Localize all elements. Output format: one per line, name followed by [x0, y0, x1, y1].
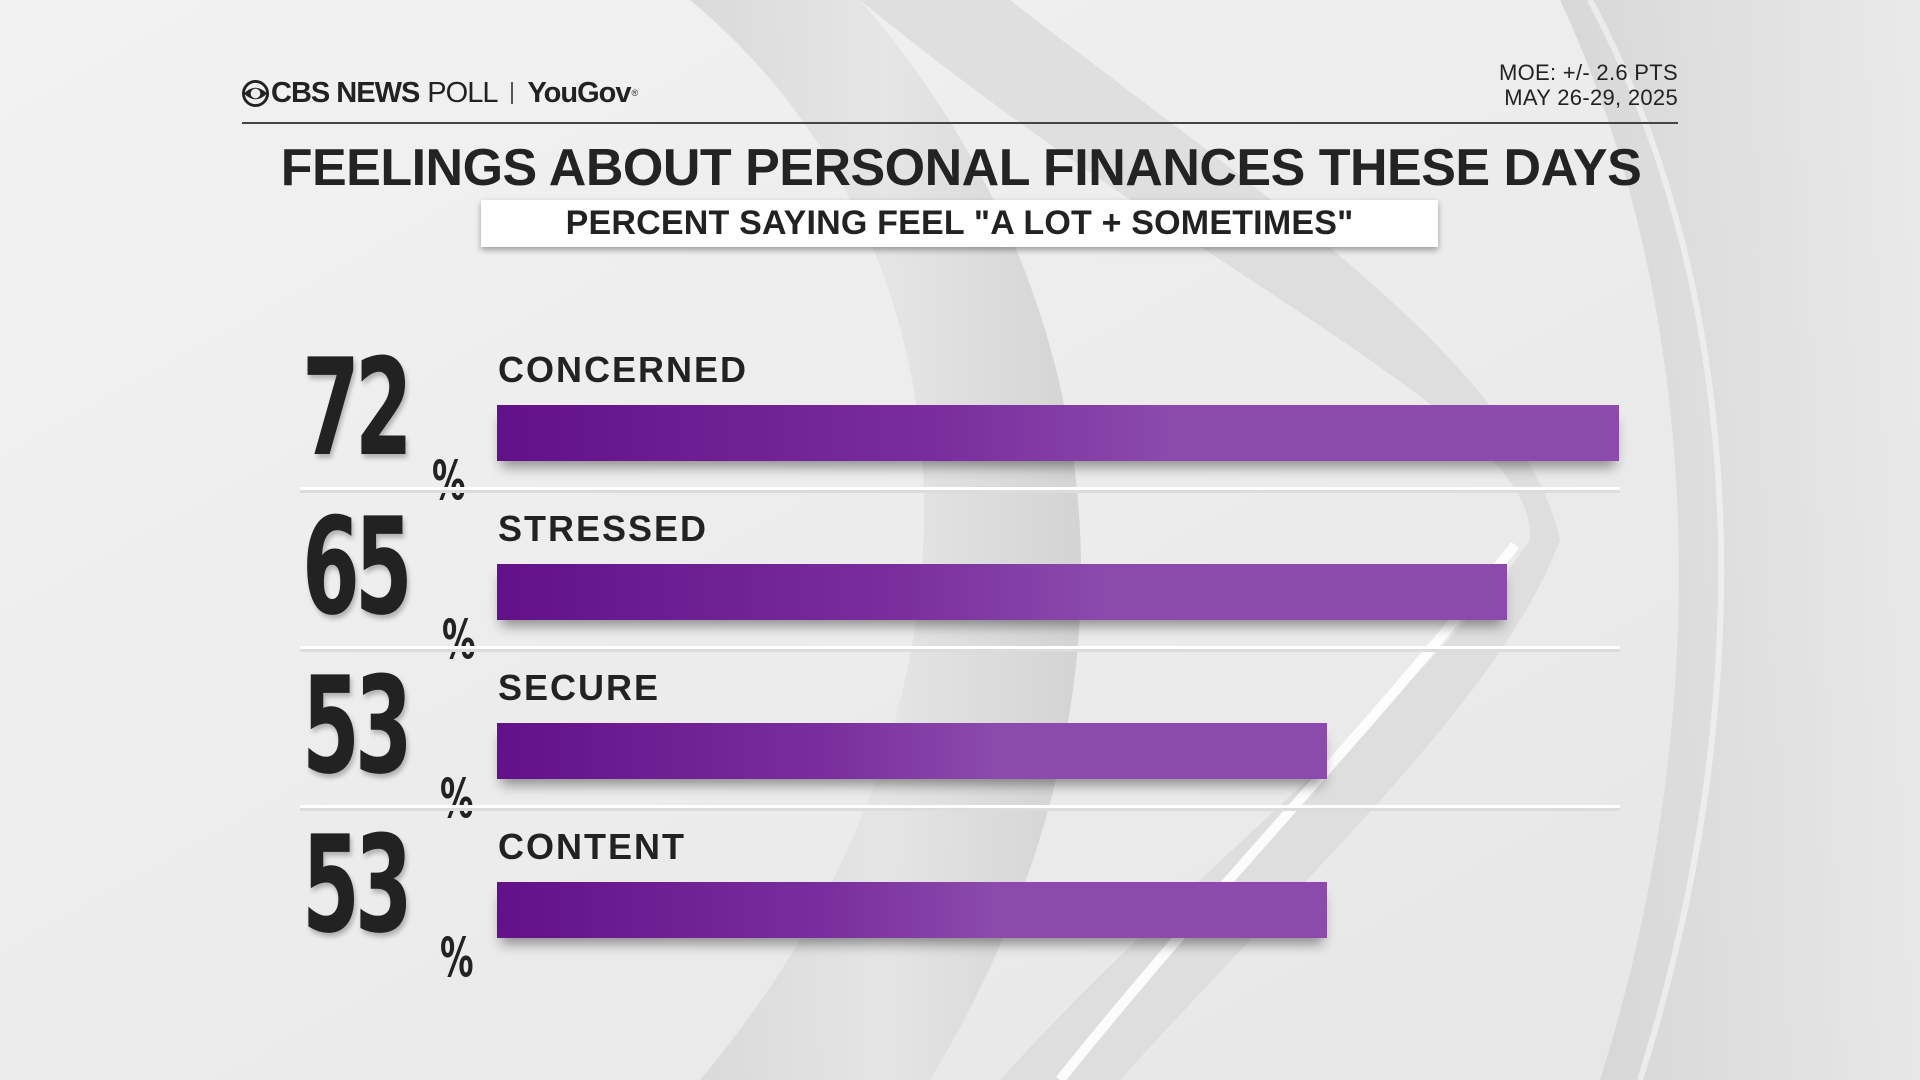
logo-separator	[511, 82, 514, 104]
bar	[497, 723, 1327, 779]
subtitle-box: PERCENT SAYING FEEL "A LOT + SOMETIMES"	[481, 200, 1438, 247]
chart-title: FEELINGS ABOUT PERSONAL FINANCES THESE D…	[280, 139, 1642, 197]
row-divider	[300, 646, 1620, 649]
percent-value: 53	[302, 648, 492, 804]
header-rule	[242, 122, 1678, 124]
percent-sign: %	[432, 449, 466, 512]
percent-number: 53	[302, 807, 413, 963]
percent-number: 53	[302, 648, 413, 804]
bar	[497, 405, 1619, 461]
percent-sign: %	[440, 926, 474, 989]
row-label: SECURE	[498, 667, 661, 708]
bar-row-concerned: 72 % CONCERNED	[300, 330, 1620, 512]
percent-value: 53	[302, 807, 492, 963]
poll-dates: MAY 26-29, 2025	[1504, 85, 1678, 110]
percent-number: 65	[302, 489, 413, 645]
chart-subtitle: PERCENT SAYING FEEL "A LOT + SOMETIMES"	[565, 204, 1354, 242]
bar-row-stressed: 65 % STRESSED	[300, 489, 1620, 671]
row-divider	[300, 805, 1620, 808]
percent-value: 72	[302, 330, 492, 486]
cbs-eye-icon	[242, 79, 269, 107]
percent-sign: %	[442, 608, 476, 671]
percent-number: 72	[302, 330, 413, 486]
poll-meta: MOE: +/- 2.6 PTS MAY 26-29, 2025	[1499, 60, 1678, 110]
registered-mark: ®	[631, 88, 639, 98]
logo-partner-text: YouGov	[527, 76, 631, 109]
bar-row-secure: 53 % SECURE	[300, 648, 1620, 830]
row-label: CONCERNED	[498, 349, 749, 390]
percent-value: 65	[302, 489, 492, 645]
row-divider	[300, 487, 1620, 490]
logo-brand-text: CBS NEWS	[271, 76, 420, 109]
bar	[497, 882, 1327, 938]
bar	[497, 564, 1507, 620]
cbs-yougov-logo: CBS NEWS POLL YouGov ®	[242, 76, 639, 109]
bar-row-content: 53 % CONTENT	[300, 807, 1620, 989]
row-label: CONTENT	[498, 826, 686, 867]
margin-of-error: MOE: +/- 2.6 PTS	[1498, 60, 1678, 85]
logo-product-text: POLL	[427, 76, 498, 109]
row-label: STRESSED	[498, 508, 709, 549]
percent-sign: %	[440, 767, 474, 830]
